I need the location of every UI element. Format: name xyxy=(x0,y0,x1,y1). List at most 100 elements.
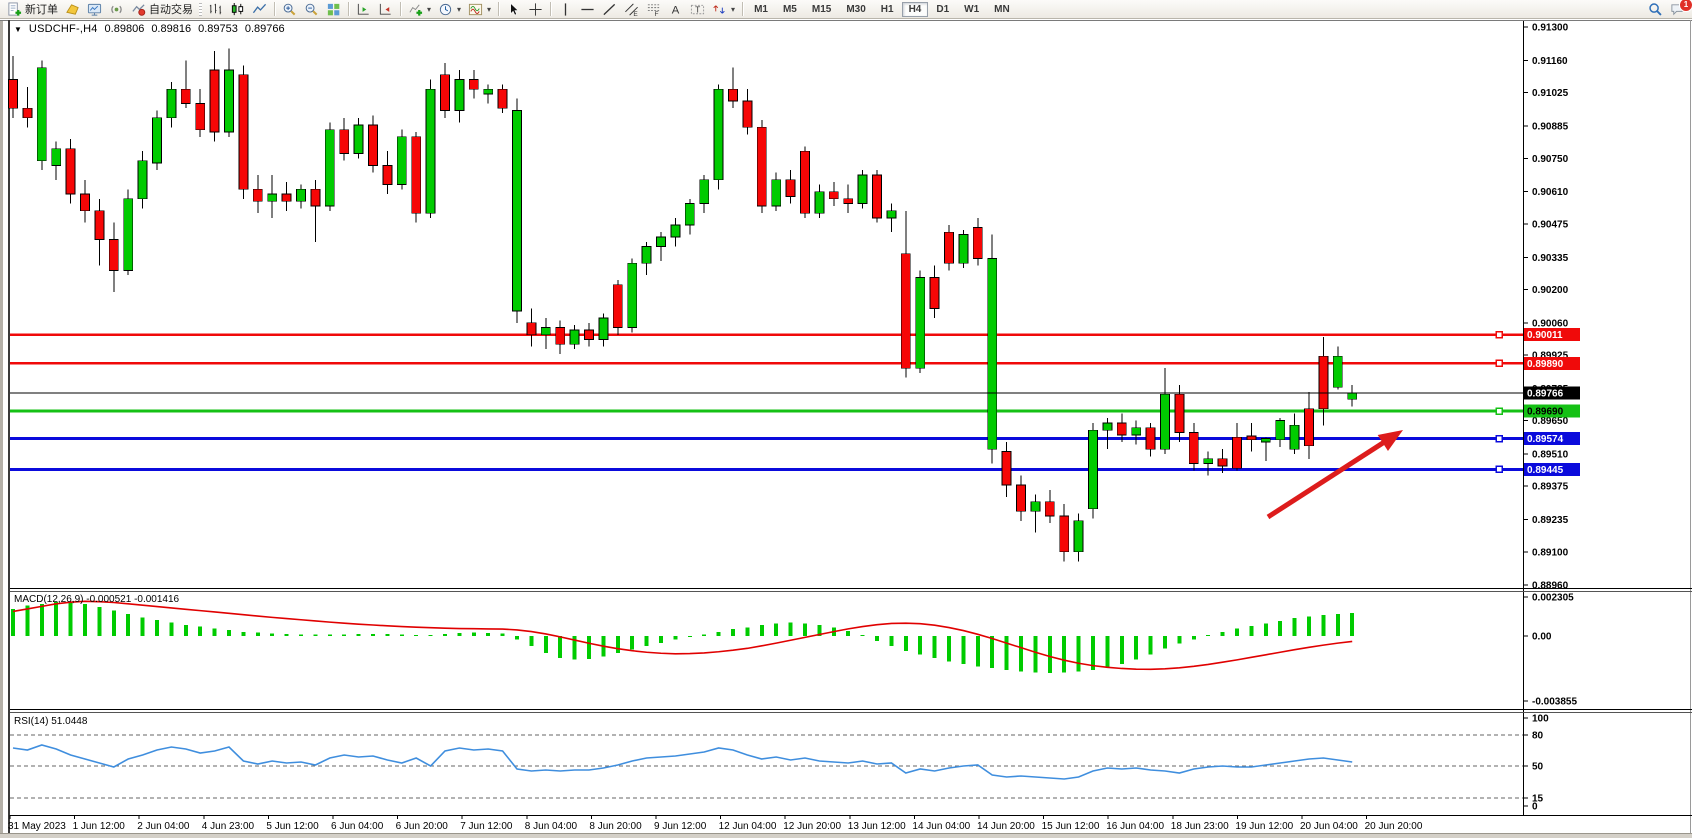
hline-handle[interactable] xyxy=(1495,330,1503,339)
rsi-tick-label: 50 xyxy=(1532,762,1544,773)
candle-body xyxy=(713,88,724,181)
candle-body xyxy=(756,126,767,207)
bar-chart-type-button[interactable] xyxy=(205,1,226,18)
macd-histogram-bar xyxy=(1335,614,1340,636)
trendline-tool-button[interactable] xyxy=(599,1,620,18)
timeframe-H1[interactable]: H1 xyxy=(874,2,901,17)
hline-handle[interactable] xyxy=(1495,359,1503,368)
candle-body xyxy=(1174,393,1185,433)
candle-body xyxy=(569,329,580,345)
trend-arrow[interactable] xyxy=(1266,430,1403,520)
candle-body xyxy=(368,124,378,166)
candle-body xyxy=(180,88,191,104)
timeframe-M15[interactable]: M15 xyxy=(805,2,838,17)
macd-histogram-bar xyxy=(25,605,30,636)
trend-arrow-shaft[interactable] xyxy=(1266,437,1390,520)
cursor-button[interactable] xyxy=(503,1,524,18)
timeframe-M1[interactable]: M1 xyxy=(747,2,775,17)
horizontal-line-tool-button[interactable] xyxy=(577,1,598,18)
hline-handle[interactable] xyxy=(1495,465,1503,474)
time-tick-label: 14 Jun 04:00 xyxy=(912,821,970,832)
rsi-pane: 100 80 50 150 RSI(14) 51.0448 xyxy=(10,714,1549,813)
timeframe-H4[interactable]: H4 xyxy=(901,1,929,17)
price-tick-label: 0.90475 xyxy=(1532,219,1569,230)
label-tool-button[interactable]: T xyxy=(687,1,708,18)
candle-body xyxy=(152,117,162,164)
hline-handle[interactable] xyxy=(1495,434,1503,443)
candle-body xyxy=(684,203,695,226)
candle-body xyxy=(440,74,450,111)
candle-body xyxy=(526,322,537,336)
timeframe-D1[interactable]: D1 xyxy=(929,2,956,17)
macd-histogram-bar xyxy=(11,608,15,636)
macd-histogram-bar xyxy=(1019,636,1023,672)
signals-button[interactable] xyxy=(106,1,127,18)
macd-histogram-bar xyxy=(428,634,433,636)
price-tick-label: 0.90610 xyxy=(1532,187,1569,198)
candle-body xyxy=(1188,432,1199,464)
time-tick-label: 8 Jun 04:00 xyxy=(525,821,578,832)
macd-histogram-bar xyxy=(947,636,951,662)
periods-button[interactable]: ▾ xyxy=(435,1,464,18)
zoom-out-button[interactable] xyxy=(301,1,322,18)
shapes-tool-button[interactable]: ▾ xyxy=(709,1,738,18)
add-indicator-button[interactable]: ▾ xyxy=(405,1,434,18)
macd-histogram-bar xyxy=(932,636,937,658)
time-tick-label: 31 May 2023 xyxy=(8,821,66,832)
candle-body xyxy=(814,191,825,214)
auto-trading-label: 自动交易 xyxy=(149,4,193,16)
dropdown-caret-icon: ▾ xyxy=(487,4,492,14)
funds-button[interactable] xyxy=(62,1,83,18)
notifications-button[interactable]: 1 xyxy=(1667,0,1692,18)
tile-windows-button[interactable] xyxy=(323,1,344,18)
candle-body xyxy=(872,174,882,219)
line-chart-type-button[interactable] xyxy=(249,1,270,18)
price-axis: 0.91300 0.91160 0.91025 0.90885 0.90750 0.906… xyxy=(1523,21,1580,815)
macd-histogram-bar xyxy=(1091,636,1095,670)
hline-handle[interactable] xyxy=(1495,407,1503,415)
macd-histogram-bar xyxy=(241,631,246,636)
chart-high-value: 0.89816 xyxy=(151,23,192,35)
zoom-in-button[interactable] xyxy=(279,1,300,18)
new-order-button[interactable]: 新订单 xyxy=(4,1,61,18)
candle-body xyxy=(987,258,998,450)
candle-body xyxy=(80,193,90,212)
candle-body xyxy=(1289,424,1300,450)
auto-scroll-button[interactable] xyxy=(375,1,396,18)
timeframe-W1[interactable]: W1 xyxy=(957,2,986,17)
macd-histogram-bar xyxy=(875,636,879,642)
timeframe-M5[interactable]: M5 xyxy=(776,2,804,17)
bar-chart-icon xyxy=(209,3,222,14)
text-tool-button[interactable]: A xyxy=(665,1,686,18)
terminal-button[interactable] xyxy=(84,1,105,18)
candle-body xyxy=(281,193,292,202)
macd-histogram-bar xyxy=(68,602,73,636)
chart-shift-button[interactable] xyxy=(353,1,374,18)
macd-histogram-bar xyxy=(975,636,980,667)
macd-histogram-bar xyxy=(227,630,231,636)
macd-histogram-bar xyxy=(169,622,174,636)
chart-menu-icon[interactable]: ▼ xyxy=(14,24,22,34)
fibonacci-tool-button[interactable]: F xyxy=(643,1,664,18)
templates-button[interactable]: ▾ xyxy=(465,1,494,18)
price-tick-label: 0.90200 xyxy=(1532,285,1569,296)
candles-series xyxy=(8,48,1358,562)
timeframe-MN[interactable]: MN xyxy=(987,2,1017,17)
channel-tool-button[interactable]: E xyxy=(621,1,642,18)
vertical-line-tool-button[interactable] xyxy=(555,1,576,18)
candle-body xyxy=(1030,501,1041,512)
crosshair-button[interactable] xyxy=(525,1,546,18)
search-button[interactable] xyxy=(1645,1,1666,18)
horizontal-line-icon xyxy=(581,8,594,10)
candle-body xyxy=(1260,438,1271,443)
price-tick-label: 0.88960 xyxy=(1532,581,1569,592)
candle-body xyxy=(1246,435,1257,441)
trend-arrow-head[interactable] xyxy=(1377,430,1403,451)
notification-badge: 1 xyxy=(1679,0,1692,12)
timeframe-M30[interactable]: M30 xyxy=(839,2,872,17)
candlestick-chart-type-button[interactable] xyxy=(227,1,248,18)
auto-trading-button[interactable]: 自动交易 xyxy=(128,1,196,18)
candle-body xyxy=(512,110,522,312)
channel-letter: E xyxy=(633,11,638,17)
